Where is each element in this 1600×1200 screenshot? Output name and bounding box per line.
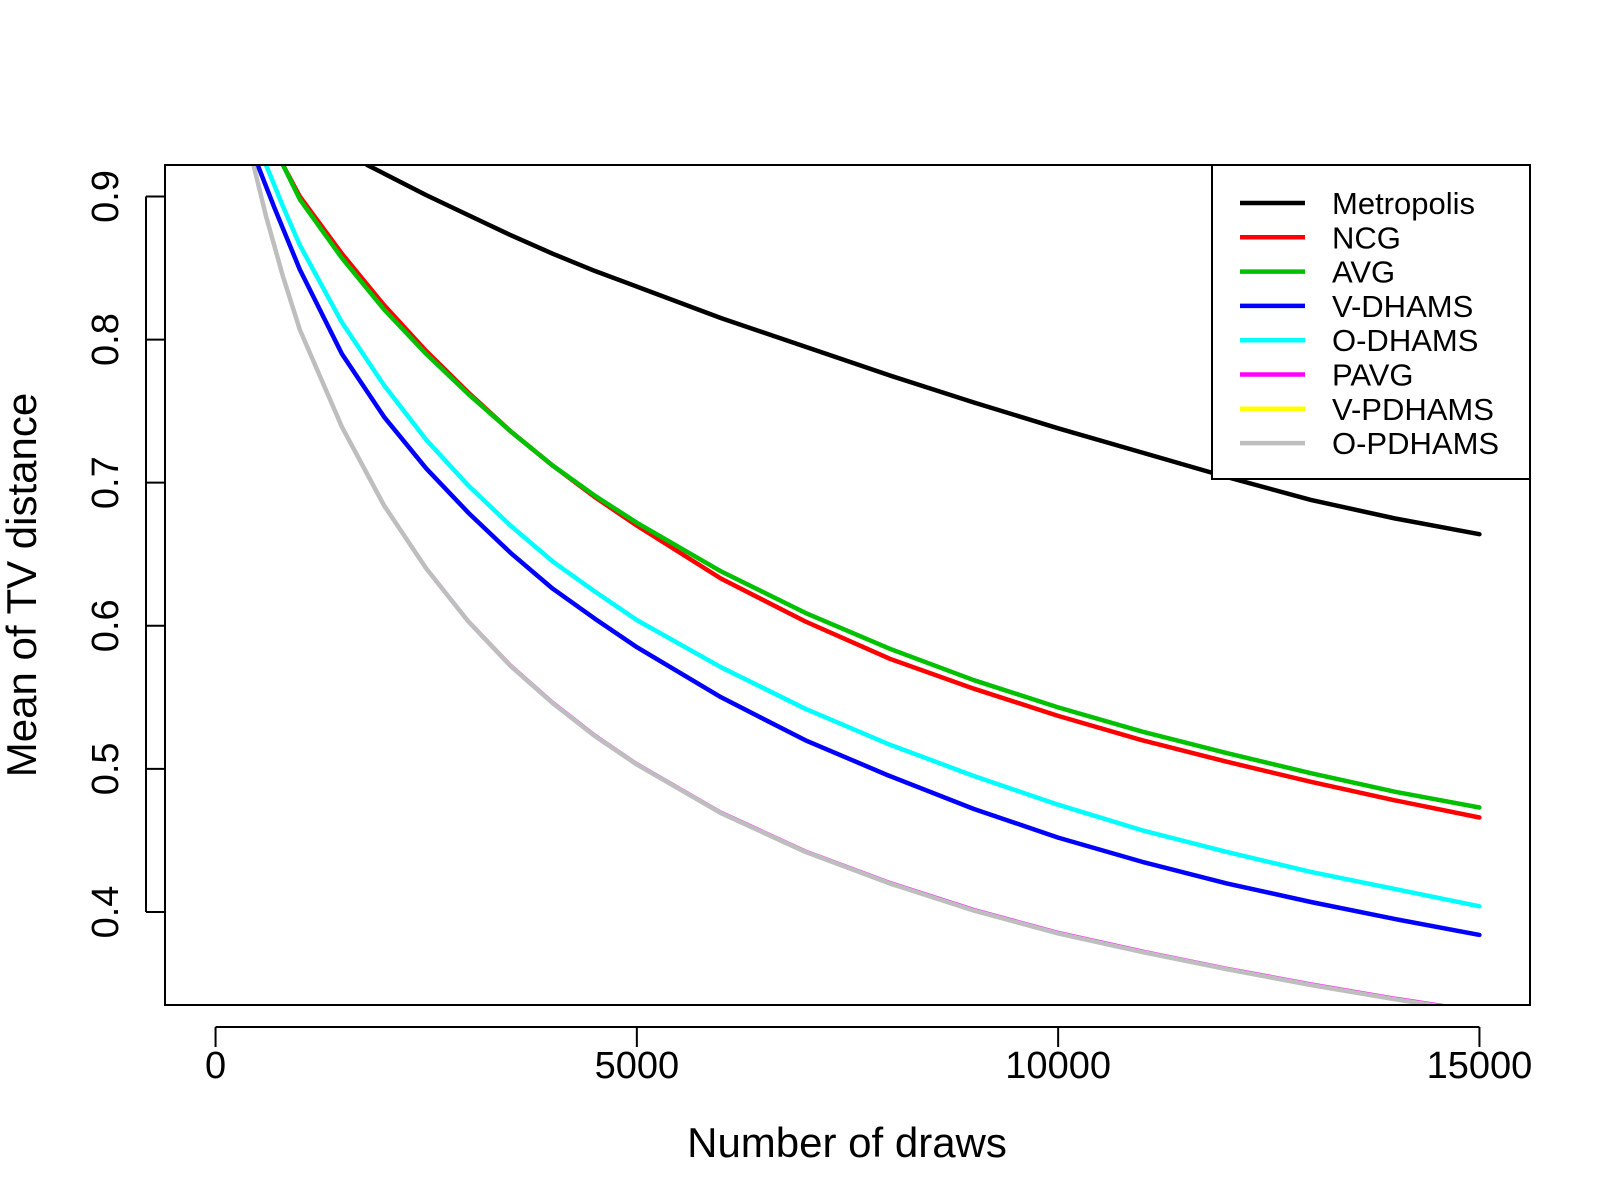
legend-label: V-PDHAMS: [1332, 392, 1494, 427]
series-layer: [251, 165, 1482, 1005]
x-tick-label: 0: [205, 1045, 226, 1087]
series-line-o-dhams: [263, 165, 1482, 909]
x-axis-title: Number of draws: [687, 1119, 1007, 1166]
y-tick-label: 0.6: [85, 599, 127, 652]
legend-label: PAVG: [1332, 358, 1414, 393]
y-tick-label: 0.5: [85, 742, 127, 795]
legend: MetropolisNCGAVGV-DHAMSO-DHAMSPAVGV-PDHA…: [1211, 164, 1531, 480]
y-tick-label: 0.4: [85, 886, 127, 939]
y-tick-label: 0.8: [85, 313, 127, 366]
legend-label: Metropolis: [1332, 186, 1475, 221]
legend-items: MetropolisNCGAVGV-DHAMSO-DHAMSPAVGV-PDHA…: [1240, 186, 1499, 461]
y-tick-label: 0.7: [85, 456, 127, 509]
series-line-o-pdhams: [251, 165, 1448, 1005]
y-tick-label: 0.9: [85, 170, 127, 223]
plot-frame: [164, 164, 1531, 1006]
y-axis: 0.4 0.5 0.6 0.7 0.8 0.9: [85, 170, 165, 938]
series-line-v-dhams: [255, 165, 1482, 938]
series-line-metropolis: [364, 165, 1482, 537]
x-tick-label: 5000: [595, 1045, 680, 1087]
legend-label: O-DHAMS: [1332, 323, 1478, 358]
series-line-avg: [280, 165, 1482, 810]
x-tick-label: 15000: [1427, 1045, 1533, 1087]
legend-label: O-PDHAMS: [1332, 426, 1499, 461]
legend-label: V-DHAMS: [1332, 289, 1473, 324]
legend-label: NCG: [1332, 220, 1401, 255]
series-line-ncg: [280, 165, 1482, 820]
legend-label: AVG: [1332, 255, 1395, 290]
x-tick-label: 10000: [1005, 1045, 1111, 1087]
x-axis: 0 5000 10000 15000: [205, 1026, 1533, 1087]
y-axis-title: Mean of TV distance: [0, 393, 45, 777]
legend-box: [1211, 164, 1531, 480]
